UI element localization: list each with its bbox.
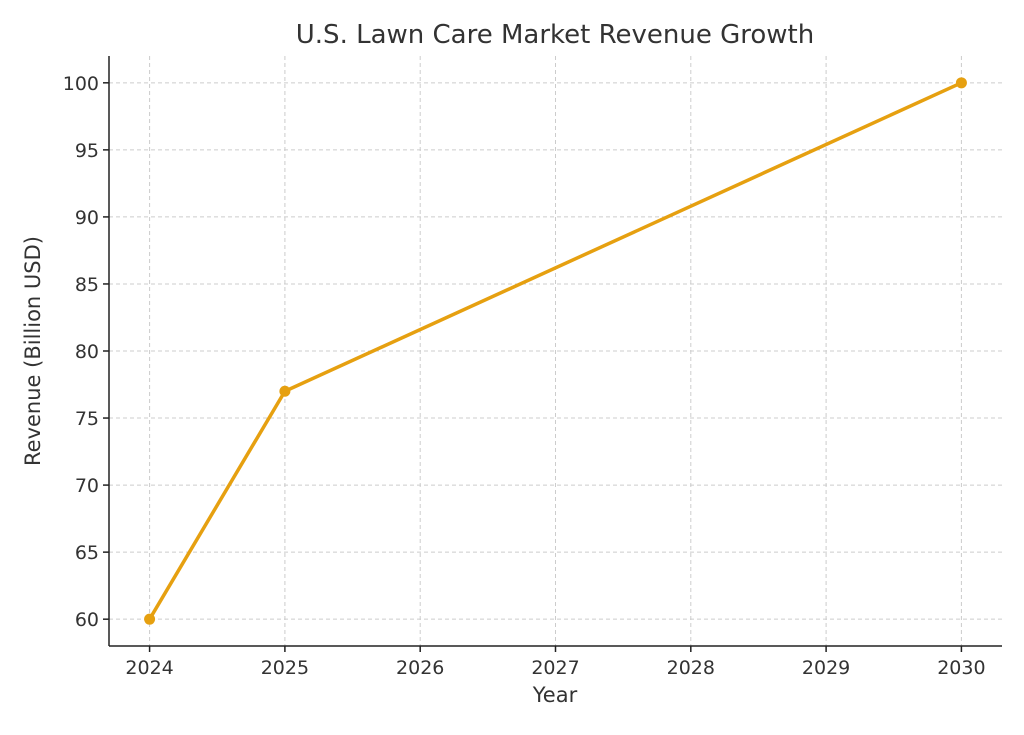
x-tick-label: 2027 <box>531 657 579 679</box>
y-tick-label: 95 <box>75 140 99 162</box>
data-point <box>955 77 967 89</box>
x-tick-label: 2028 <box>667 657 715 679</box>
y-tick-label: 100 <box>63 73 99 95</box>
x-tick-label: 2030 <box>937 657 985 679</box>
chart-title: U.S. Lawn Care Market Revenue Growth <box>296 20 814 50</box>
y-axis-label: Revenue (Billion USD) <box>21 236 45 466</box>
x-tick-label: 2029 <box>802 657 850 679</box>
x-tick-label: 2026 <box>396 657 444 679</box>
y-tick-label: 90 <box>75 207 99 229</box>
data-point <box>279 385 291 397</box>
x-axis-ticks: 2024 2025 2026 2027 2028 2029 2030 <box>125 646 986 679</box>
y-tick-label: 80 <box>75 341 99 363</box>
y-tick-label: 70 <box>75 475 99 497</box>
x-axis-label: Year <box>532 683 578 707</box>
x-tick-label: 2024 <box>125 657 173 679</box>
y-tick-label: 60 <box>75 609 99 631</box>
y-tick-label: 65 <box>75 542 99 564</box>
x-tick-label: 2025 <box>261 657 309 679</box>
y-tick-label: 85 <box>75 274 99 296</box>
grid <box>109 56 1002 646</box>
y-axis-ticks: 60 65 70 75 80 85 90 95 100 <box>63 73 109 631</box>
data-point <box>144 613 156 625</box>
y-tick-label: 75 <box>75 408 99 430</box>
series <box>144 77 967 625</box>
